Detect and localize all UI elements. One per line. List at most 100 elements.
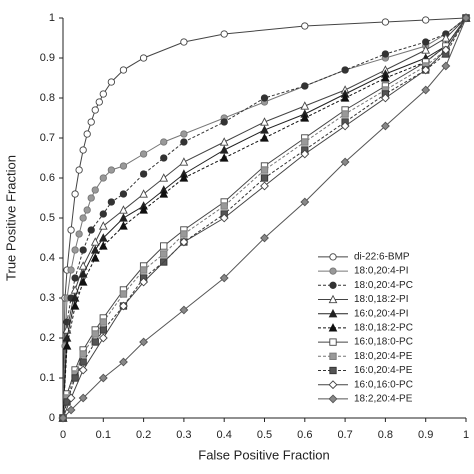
marker <box>381 50 390 58</box>
marker <box>422 16 430 24</box>
legend-marker <box>328 380 338 390</box>
marker <box>99 326 107 334</box>
marker <box>119 66 128 74</box>
marker <box>71 374 79 382</box>
marker <box>260 174 269 182</box>
series-line <box>62 17 467 419</box>
marker <box>107 78 116 86</box>
marker <box>79 146 87 154</box>
legend-marker <box>328 394 338 404</box>
legend-marker <box>329 253 337 261</box>
marker <box>381 18 390 26</box>
marker <box>260 166 269 174</box>
marker <box>78 365 88 375</box>
marker <box>63 398 71 406</box>
y-tick-label: 0 <box>49 412 55 424</box>
marker <box>159 173 169 182</box>
marker <box>341 110 349 118</box>
marker <box>99 174 107 182</box>
marker <box>380 93 390 103</box>
legend-marker <box>328 323 338 332</box>
x-tick-label: 0.8 <box>378 429 393 441</box>
y-axis-title: True Positive Fraction <box>3 155 18 281</box>
marker <box>91 106 99 114</box>
series-line <box>62 17 467 419</box>
y-tick-label: 0.8 <box>40 92 55 104</box>
marker <box>160 154 168 162</box>
marker <box>98 221 108 230</box>
marker <box>107 166 116 174</box>
series-line <box>62 17 467 419</box>
y-tick-label: 0.7 <box>40 132 55 144</box>
x-tick-label: 0.9 <box>418 429 433 441</box>
marker <box>75 166 83 174</box>
marker <box>83 130 91 138</box>
marker <box>260 94 269 102</box>
y-tick-label: 0.9 <box>40 52 55 64</box>
x-tick-label: 0.3 <box>176 429 191 441</box>
marker <box>160 138 168 146</box>
marker <box>78 261 88 270</box>
marker <box>78 393 88 403</box>
series-line <box>62 17 467 419</box>
legend-marker <box>329 366 337 375</box>
marker <box>139 189 148 198</box>
marker <box>260 181 269 191</box>
legend-label: 18:0,20:4-PC <box>354 280 413 291</box>
marker <box>58 413 68 423</box>
marker <box>219 145 229 154</box>
legend-label: 16:0,16:0-PC <box>354 379 413 390</box>
marker <box>260 125 269 134</box>
legend-marker <box>328 294 338 304</box>
marker <box>119 221 128 230</box>
marker <box>78 269 88 278</box>
legend-label: 16:0,20:4-PE <box>354 365 413 376</box>
marker <box>380 121 390 131</box>
legend-label: 18:2,20:4-PE <box>354 394 413 405</box>
marker <box>119 190 128 198</box>
marker <box>301 22 309 30</box>
marker <box>99 318 107 326</box>
marker <box>421 65 431 75</box>
marker <box>66 405 76 415</box>
marker <box>87 118 95 126</box>
legend-marker <box>329 352 337 360</box>
marker <box>220 118 228 126</box>
legend-label: 16:0,20:4-PI <box>354 308 408 319</box>
legend-label: di-22:6-BMP <box>354 252 410 263</box>
marker <box>70 293 80 302</box>
marker <box>98 233 108 242</box>
y-tick-label: 0.3 <box>40 292 55 304</box>
marker <box>220 30 228 38</box>
marker <box>91 338 99 346</box>
marker <box>98 373 108 383</box>
x-tick-label: 0.7 <box>337 429 352 441</box>
legend-marker <box>329 267 337 275</box>
marker <box>421 45 431 54</box>
marker <box>98 333 108 343</box>
marker <box>70 301 80 310</box>
y-tick-label: 1 <box>49 12 55 24</box>
marker <box>79 350 87 358</box>
marker <box>119 357 128 367</box>
marker <box>340 157 350 167</box>
y-tick-label: 0.6 <box>40 172 55 184</box>
marker <box>99 210 107 218</box>
marker <box>67 266 75 274</box>
legend-marker <box>328 308 338 318</box>
marker <box>139 170 148 178</box>
marker <box>160 242 168 250</box>
marker <box>300 113 310 122</box>
marker <box>107 198 116 206</box>
marker <box>139 337 149 347</box>
legend-label: 18:0,20:4-PI <box>354 266 408 277</box>
marker <box>260 117 269 126</box>
marker <box>91 330 99 338</box>
marker <box>179 305 189 315</box>
marker <box>139 150 148 158</box>
marker <box>139 266 148 274</box>
marker <box>95 98 103 106</box>
marker <box>71 274 79 282</box>
marker <box>340 93 350 102</box>
marker <box>90 253 100 262</box>
